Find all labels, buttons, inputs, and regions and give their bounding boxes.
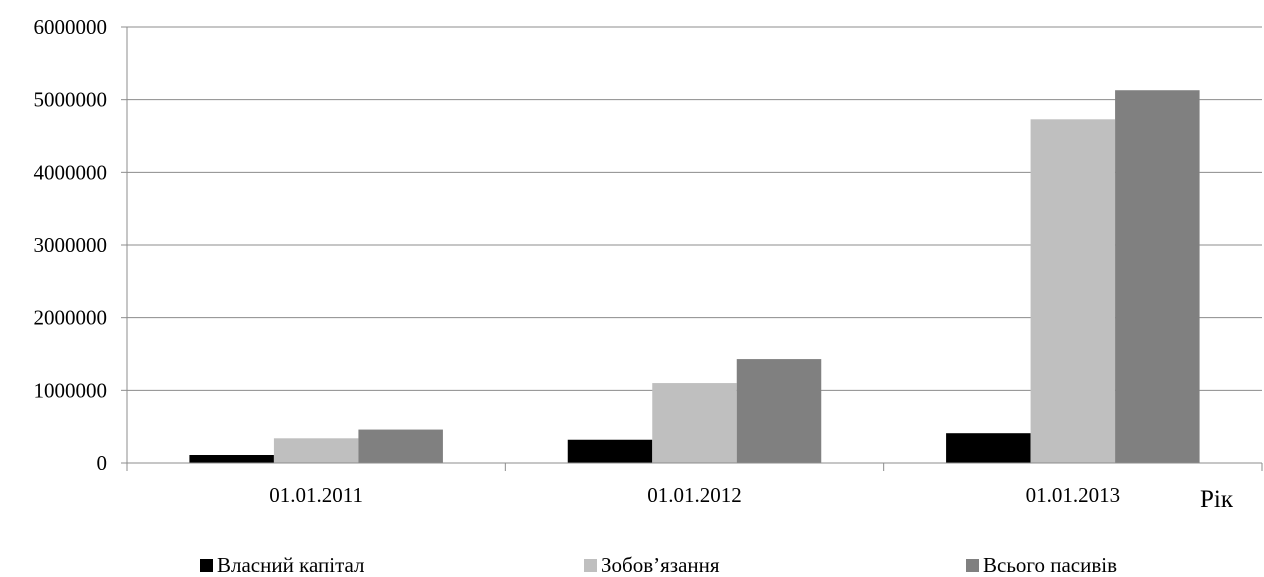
axes [121,26,1263,471]
bar [273,438,359,463]
y-tick-label: 1000000 [34,378,108,402]
x-tick-label: 01.01.2012 [647,483,742,507]
legend: Власний капітал Зобов’язання Всього пасиві… [200,553,1117,577]
x-tick-label: 01.01.2013 [1026,483,1121,507]
x-axis-label: Рік [1200,486,1234,513]
bar [189,455,274,463]
bar [652,383,737,463]
x-tick-labels: 01.01.2011 01.01.2012 01.01.2013 [269,483,1120,507]
legend-swatch [966,559,979,572]
bar [567,439,653,463]
bars [189,90,1200,463]
bar [1030,119,1116,463]
y-tick-label: 6000000 [34,15,108,39]
legend-label: Зобов’язання [601,553,720,577]
bar [736,359,822,463]
legend-label: Всього пасивів [983,553,1117,577]
x-tick-label: 01.01.2011 [269,483,363,507]
y-tick-label: 0 [97,451,108,475]
y-tick-label: 5000000 [34,88,108,112]
legend-swatch [584,559,597,572]
y-tick-label: 3000000 [34,233,108,257]
legend-label: Власний капітал [217,553,365,577]
legend-swatch [200,559,213,572]
y-tick-label: 2000000 [34,306,108,330]
y-tick-labels: 0 1000000 2000000 3000000 4000000 5000000 6000… [34,15,108,475]
y-tick-label: 4000000 [34,160,108,184]
bar [358,429,443,463]
bar [946,433,1031,463]
bar [1115,90,1200,463]
